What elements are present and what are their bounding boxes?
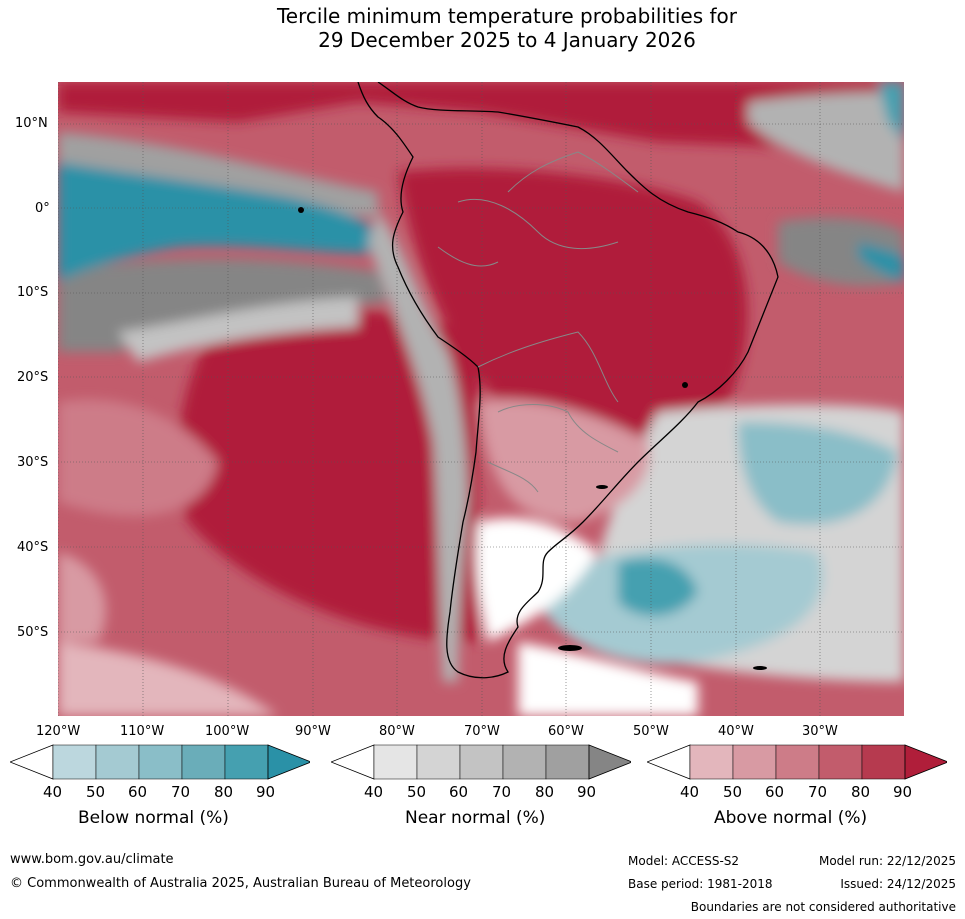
colorbar-segment — [138, 744, 183, 780]
tick-label: 80 — [851, 783, 871, 801]
graticule — [58, 82, 904, 716]
lat-label-10s: 10°S — [17, 285, 49, 300]
lon-label-60w: 60°W — [548, 724, 584, 739]
colorbar-segment — [181, 744, 226, 780]
lon-label-90w: 90°W — [295, 724, 331, 739]
colorbar-arrow-high — [588, 744, 631, 780]
tick-label: 40 — [364, 783, 384, 801]
coastline — [357, 82, 779, 679]
colorbar-segment — [459, 744, 504, 780]
lat-label-50s: 50°S — [17, 625, 49, 640]
disclaimer: Boundaries are not considered authoritat… — [690, 900, 956, 914]
colorbar-segment — [818, 744, 863, 780]
colorbar-segment — [775, 744, 820, 780]
title-line-2: 29 December 2025 to 4 January 2026 — [318, 28, 696, 52]
website-link[interactable]: www.bom.gov.au/climate — [10, 852, 174, 867]
tick-label: 80 — [535, 783, 555, 801]
probability-fields — [58, 82, 904, 716]
colorbar-segment — [416, 744, 461, 780]
colorbar-arrow-low — [647, 744, 691, 780]
lon-label-70w: 70°W — [464, 724, 500, 739]
tick-label: 70 — [492, 783, 512, 801]
tick-label: 40 — [680, 783, 700, 801]
colorbar-arrow-high — [904, 744, 947, 780]
colorbar-near-normal — [331, 744, 631, 780]
tick-label: 80 — [214, 783, 234, 801]
lat-label-20s: 20°S — [17, 370, 49, 385]
probability-map — [58, 82, 904, 716]
tick-label: 60 — [765, 783, 785, 801]
colorbar-arrow-low — [331, 744, 375, 780]
colorbar-segment — [545, 744, 590, 780]
colorbar-arrow-low — [10, 744, 54, 780]
copyright: © Commonwealth of Australia 2025, Austra… — [10, 876, 471, 891]
tick-label: 50 — [723, 783, 743, 801]
lon-label-100w: 100°W — [205, 724, 250, 739]
tick-label: 90 — [577, 783, 597, 801]
model-run: Model run: 22/12/2025 — [818, 854, 956, 868]
tick-label: 70 — [808, 783, 828, 801]
country-borders — [437, 151, 639, 493]
tick-label: 70 — [171, 783, 191, 801]
tick-label: 90 — [256, 783, 276, 801]
colorbar-segment — [95, 744, 140, 780]
colorbar-segment — [373, 744, 418, 780]
chart-title: Tercile minimum temperature probabilitie… — [0, 4, 965, 52]
lon-label-80w: 80°W — [379, 724, 415, 739]
islands — [298, 207, 767, 670]
lon-label-120w: 120°W — [36, 724, 81, 739]
issued-date: Issued: 24/12/2025 — [840, 877, 956, 891]
tick-label: 40 — [43, 783, 63, 801]
lon-label-40w: 40°W — [718, 724, 754, 739]
base-period: Base period: 1981-2018 — [628, 877, 773, 891]
tick-label: 60 — [449, 783, 469, 801]
colorbar-segment — [224, 744, 269, 780]
colorbar-above-normal — [647, 744, 947, 780]
tick-label: 50 — [407, 783, 427, 801]
lon-label-110w: 110°W — [120, 724, 165, 739]
colorbar-arrow-high — [267, 744, 310, 780]
colorbar-below-normal — [10, 744, 310, 780]
colorbar-title-above: Above normal (%) — [714, 808, 868, 828]
colorbar-segment — [861, 744, 906, 780]
lat-label-30s: 30°S — [17, 455, 49, 470]
tick-label: 50 — [86, 783, 106, 801]
colorbar-segment — [689, 744, 734, 780]
title-line-1: Tercile minimum temperature probabilitie… — [276, 4, 738, 28]
model-info: Model: ACCESS-S2 — [628, 854, 740, 868]
colorbar-title-near: Near normal (%) — [405, 808, 546, 828]
lon-label-30w: 30°W — [802, 724, 838, 739]
lat-label-10n: 10°N — [15, 116, 48, 131]
lon-label-50w: 50°W — [633, 724, 669, 739]
colorbar-segment — [502, 744, 547, 780]
colorbar-title-below: Below normal (%) — [78, 808, 229, 828]
colorbar-segment — [52, 744, 97, 780]
tick-label: 90 — [893, 783, 913, 801]
colorbar-segment — [732, 744, 777, 780]
tick-label: 60 — [128, 783, 148, 801]
lat-label-40s: 40°S — [17, 540, 49, 555]
lat-label-0: 0° — [35, 201, 50, 216]
